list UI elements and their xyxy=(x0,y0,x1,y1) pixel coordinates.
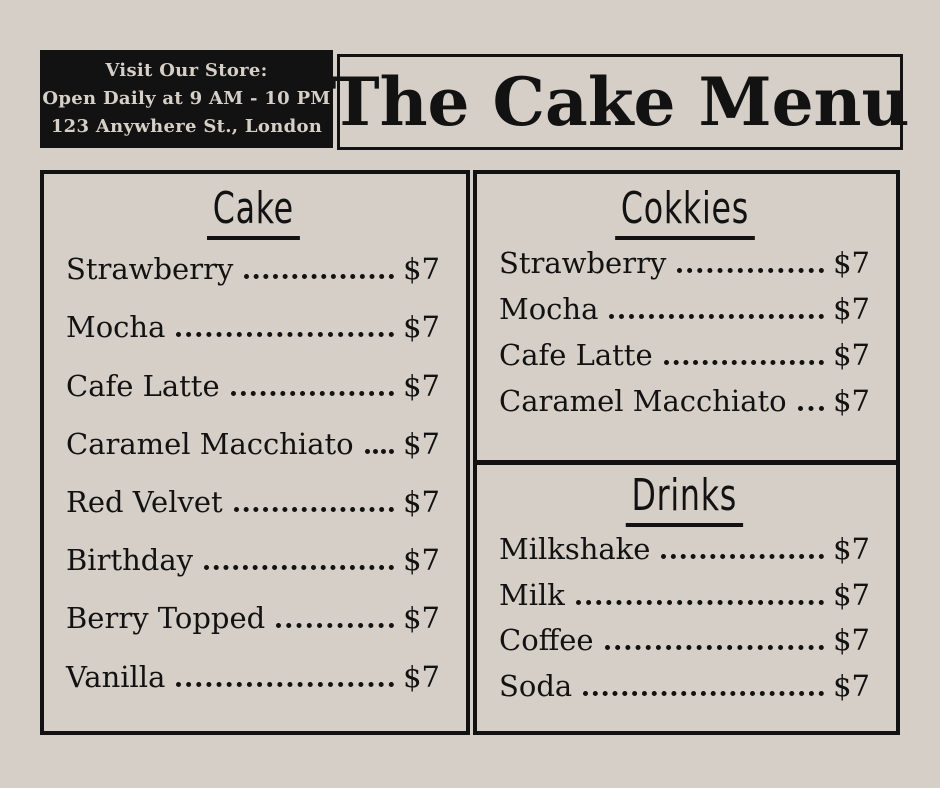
page-title: The Cake Menu xyxy=(330,63,910,141)
menu-item-row: Berry Topped $7 xyxy=(66,589,440,647)
item-price: $7 xyxy=(833,246,870,281)
item-name: Soda xyxy=(499,668,573,703)
item-name: Mocha xyxy=(499,292,599,327)
dots-leader xyxy=(609,314,825,320)
drinks-item-list: Milkshake $7 Milk $7 Coffee $7 Soda xyxy=(499,527,870,709)
item-price: $7 xyxy=(833,577,870,612)
menu-item-row: Mocha $7 xyxy=(66,298,440,356)
item-name: Berry Topped xyxy=(66,601,266,636)
title-box: The Cake Menu xyxy=(330,54,910,150)
menu-item-row: Soda $7 xyxy=(499,664,870,710)
item-name: Milkshake xyxy=(499,532,651,567)
menu-item-row: Coffee $7 xyxy=(499,618,870,664)
item-price: $7 xyxy=(403,310,440,345)
menu-item-row: Milkshake $7 xyxy=(499,527,870,573)
dots-leader xyxy=(575,599,825,605)
dots-leader xyxy=(276,623,395,629)
menu-item-row: Birthday $7 xyxy=(66,531,440,589)
dots-leader xyxy=(204,565,395,571)
menu-item-row: Strawberry $7 xyxy=(499,240,870,286)
item-price: $7 xyxy=(403,485,440,520)
dots-leader xyxy=(663,360,825,366)
item-price: $7 xyxy=(403,543,440,578)
item-price: $7 xyxy=(833,384,870,419)
section-cokkies: Cokkies Strawberry $7 Mocha $7 Cafe Latt… xyxy=(477,184,896,465)
dots-leader xyxy=(176,332,395,338)
section-title-drinks: Drinks xyxy=(499,471,870,528)
item-price: $7 xyxy=(833,532,870,567)
item-name: Caramel Macchiato xyxy=(499,384,787,419)
section-cake: Cake Strawberry $7 Mocha $7 Cafe Latte $… xyxy=(44,184,466,706)
dots-leader xyxy=(176,681,395,687)
cokkies-item-list: Strawberry $7 Mocha $7 Cafe Latte $7 Car… xyxy=(499,240,870,424)
menu-item-row: Cafe Latte $7 xyxy=(66,357,440,415)
item-price: $7 xyxy=(403,426,440,461)
dots-leader xyxy=(364,448,395,454)
item-name: Caramel Macchiato xyxy=(66,426,354,461)
item-price: $7 xyxy=(833,292,870,327)
section-title-cokkies: Cokkies xyxy=(499,184,870,241)
menu-item-row: Vanilla $7 xyxy=(66,648,440,706)
item-name: Cafe Latte xyxy=(66,368,220,403)
dots-leader xyxy=(233,507,395,513)
item-name: Coffee xyxy=(499,623,594,658)
item-price: $7 xyxy=(403,601,440,636)
item-name: Red Velvet xyxy=(66,485,223,520)
panel-cokkies-drinks: Cokkies Strawberry $7 Mocha $7 Cafe Latt… xyxy=(473,170,900,735)
item-name: Cafe Latte xyxy=(499,338,653,373)
item-name: Vanilla xyxy=(66,659,166,694)
item-name: Strawberry xyxy=(66,252,234,287)
item-price: $7 xyxy=(833,668,870,703)
item-name: Milk xyxy=(499,577,565,612)
dots-leader xyxy=(583,690,825,696)
menu-item-row: Milk $7 xyxy=(499,573,870,619)
menu-item-row: Mocha $7 xyxy=(499,286,870,332)
menu-item-row: Strawberry $7 xyxy=(66,240,440,298)
dots-leader xyxy=(230,390,395,396)
store-info-line-1: Visit Our Store: xyxy=(105,60,268,81)
cake-item-list: Strawberry $7 Mocha $7 Cafe Latte $7 Car… xyxy=(66,240,440,706)
menu-item-row: Cafe Latte $7 xyxy=(499,332,870,378)
store-info-line-3: 123 Anywhere St., London xyxy=(50,116,323,137)
item-price: $7 xyxy=(833,338,870,373)
item-price: $7 xyxy=(403,659,440,694)
panel-cake: Cake Strawberry $7 Mocha $7 Cafe Latte $… xyxy=(40,170,470,735)
menu-item-row: Red Velvet $7 xyxy=(66,473,440,531)
section-title-cake: Cake xyxy=(66,184,440,241)
item-price: $7 xyxy=(403,252,440,287)
item-name: Birthday xyxy=(66,543,194,578)
menu-item-row: Caramel Macchiato $7 xyxy=(499,378,870,424)
section-drinks: Drinks Milkshake $7 Milk $7 Coffee $7 xyxy=(477,471,896,709)
dots-leader xyxy=(244,274,395,280)
dots-leader xyxy=(677,268,825,274)
item-price: $7 xyxy=(403,368,440,403)
dots-leader xyxy=(604,645,825,651)
dots-leader xyxy=(797,406,825,412)
item-price: $7 xyxy=(833,623,870,658)
store-info-line-2: Open Daily at 9 AM - 10 PM xyxy=(42,88,331,109)
item-name: Strawberry xyxy=(499,246,667,281)
dots-leader xyxy=(661,554,825,560)
menu-item-row: Caramel Macchiato $7 xyxy=(66,415,440,473)
item-name: Mocha xyxy=(66,310,166,345)
store-info-panel: Visit Our Store: Open Daily at 9 AM - 10… xyxy=(40,50,333,148)
